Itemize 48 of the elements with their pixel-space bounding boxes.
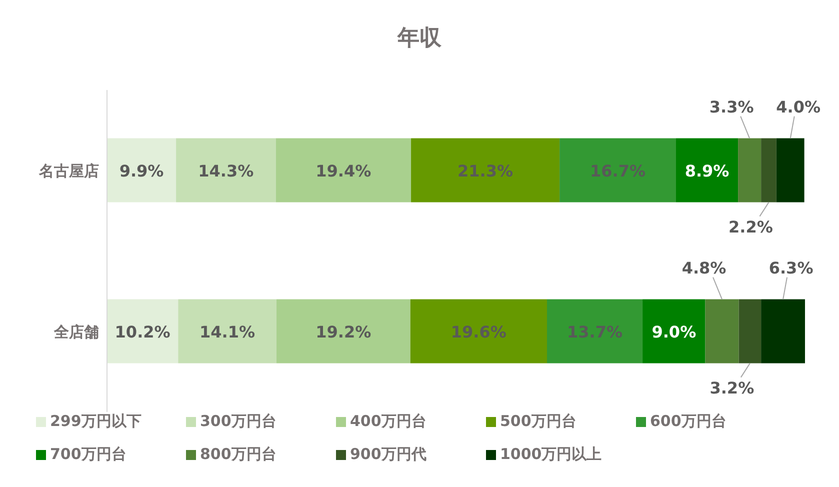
legend-label: 900万円代	[350, 445, 426, 464]
bar	[705, 299, 739, 364]
data-label: 3.2%	[710, 378, 754, 398]
data-label: 14.1%	[200, 322, 256, 342]
legend-label: 700万円台	[50, 445, 126, 464]
data-label: 14.3%	[198, 161, 254, 180]
data-label: 21.3%	[458, 161, 514, 180]
bar	[410, 299, 547, 364]
legend-label: 1000万円以上	[500, 445, 602, 464]
data-label: 19.2%	[316, 322, 372, 342]
data-label: 19.4%	[316, 161, 372, 180]
bar	[107, 299, 178, 364]
data-label: 3.3%	[709, 97, 754, 116]
data-label: 13.7%	[567, 322, 623, 342]
bar	[676, 138, 738, 202]
bar	[761, 138, 776, 202]
bar	[776, 138, 804, 202]
legend-label: 600万円台	[650, 412, 726, 431]
data-label: 2.2%	[728, 217, 773, 236]
data-label: 9.9%	[119, 161, 164, 180]
data-label: 8.9%	[684, 161, 730, 180]
bar	[738, 138, 762, 202]
legend-label: 500万円台	[500, 412, 576, 431]
chart-title: 年収	[396, 25, 442, 53]
bar	[276, 299, 410, 364]
data-label: 16.7%	[590, 161, 646, 180]
legend-label: 400万円台	[350, 412, 426, 431]
bar	[547, 299, 643, 364]
y-tick-label: 全店舗	[53, 322, 99, 341]
legend-label: 299万円以下	[50, 412, 142, 431]
data-label: 6.3%	[768, 258, 814, 278]
bar	[761, 299, 805, 364]
bar	[176, 138, 276, 202]
data-label: 4.8%	[682, 258, 726, 278]
bar	[738, 299, 762, 364]
bar	[411, 138, 560, 202]
data-label: 4.0%	[776, 97, 821, 116]
y-tick-label: 名古屋店	[38, 162, 99, 180]
bar	[276, 138, 412, 202]
bar	[178, 299, 276, 364]
data-label: 19.6%	[450, 322, 506, 342]
legend-label: 300万円台	[200, 412, 276, 431]
bar	[560, 138, 676, 202]
bar	[642, 299, 706, 364]
bar	[107, 138, 176, 202]
legend-label: 800万円台	[200, 445, 276, 464]
data-label: 9.0%	[652, 322, 696, 342]
data-label: 10.2%	[114, 322, 170, 342]
